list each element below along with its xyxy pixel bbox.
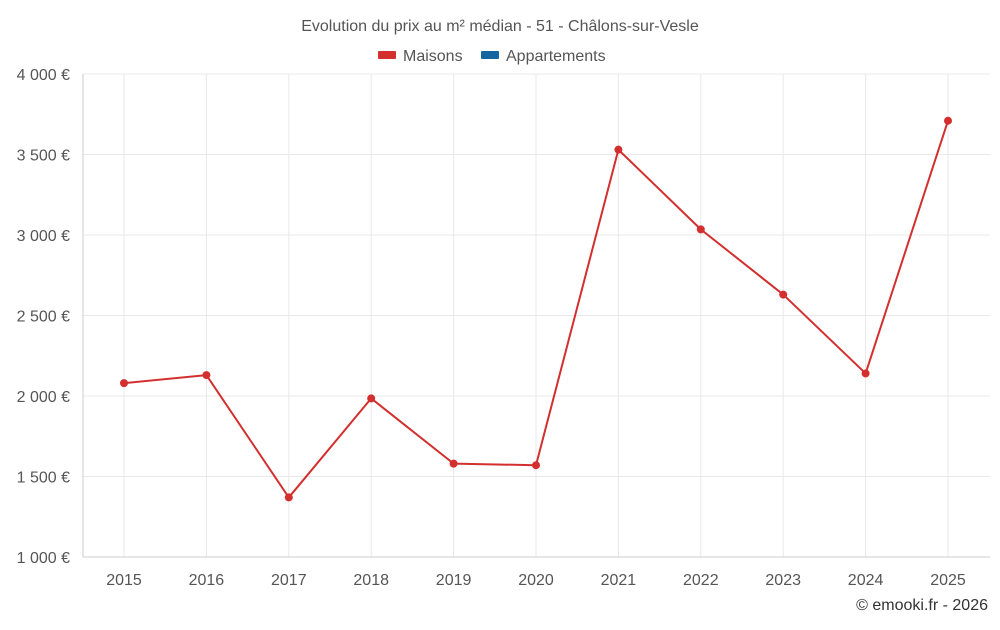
y-tick-label: 1 000 € — [17, 550, 70, 567]
chart-legend: Maisons Appartements — [378, 48, 606, 65]
data-point-maisons[interactable] — [944, 116, 952, 125]
legend-item-appartements[interactable]: Appartements — [481, 48, 606, 65]
x-tick-label: 2016 — [189, 572, 225, 589]
data-point-maisons[interactable] — [367, 394, 376, 403]
series-layer — [120, 116, 952, 502]
legend-label-maisons: Maisons — [403, 48, 463, 65]
data-point-maisons[interactable] — [202, 371, 211, 380]
x-tick-label: 2025 — [930, 572, 966, 589]
x-tick-label: 2015 — [106, 572, 142, 589]
data-point-maisons[interactable] — [696, 225, 705, 234]
x-tick-label: 2021 — [601, 572, 637, 589]
copyright-credit: © emooki.fr - 2026 — [856, 597, 988, 614]
x-tick-label: 2019 — [436, 572, 472, 589]
legend-label-appartements: Appartements — [506, 48, 606, 65]
data-point-maisons[interactable] — [779, 290, 788, 299]
y-tick-label: 2 000 € — [17, 389, 70, 406]
data-point-maisons[interactable] — [614, 145, 623, 154]
data-point-maisons[interactable] — [284, 493, 293, 502]
legend-item-maisons[interactable]: Maisons — [378, 48, 463, 65]
y-tick-label: 3 000 € — [17, 228, 70, 245]
x-tick-label: 2024 — [848, 572, 884, 589]
data-point-maisons[interactable] — [120, 379, 128, 388]
data-point-maisons[interactable] — [861, 369, 870, 378]
x-tick-label: 2022 — [683, 572, 719, 589]
data-point-maisons[interactable] — [449, 459, 458, 468]
legend-swatch-maisons — [378, 51, 396, 59]
x-tick-label: 2017 — [271, 572, 307, 589]
data-point-maisons[interactable] — [532, 461, 540, 470]
y-tick-label: 4 000 € — [17, 67, 70, 84]
x-tick-label: 2020 — [518, 572, 554, 589]
axes: 1 000 € 1 500 € 2 000 € 2 500 € 3 000 € 3 500… — [17, 67, 990, 589]
legend-swatch-appartements — [481, 51, 499, 59]
grid — [83, 73, 990, 557]
x-tick-label: 2018 — [353, 572, 389, 589]
y-tick-label: 2 500 € — [17, 309, 70, 326]
y-tick-label: 1 500 € — [17, 470, 70, 487]
chart-title: Evolution du prix au m² médian - 51 - Ch… — [301, 18, 699, 35]
y-tick-label: 3 500 € — [17, 148, 70, 165]
x-tick-label: 2023 — [765, 572, 801, 589]
